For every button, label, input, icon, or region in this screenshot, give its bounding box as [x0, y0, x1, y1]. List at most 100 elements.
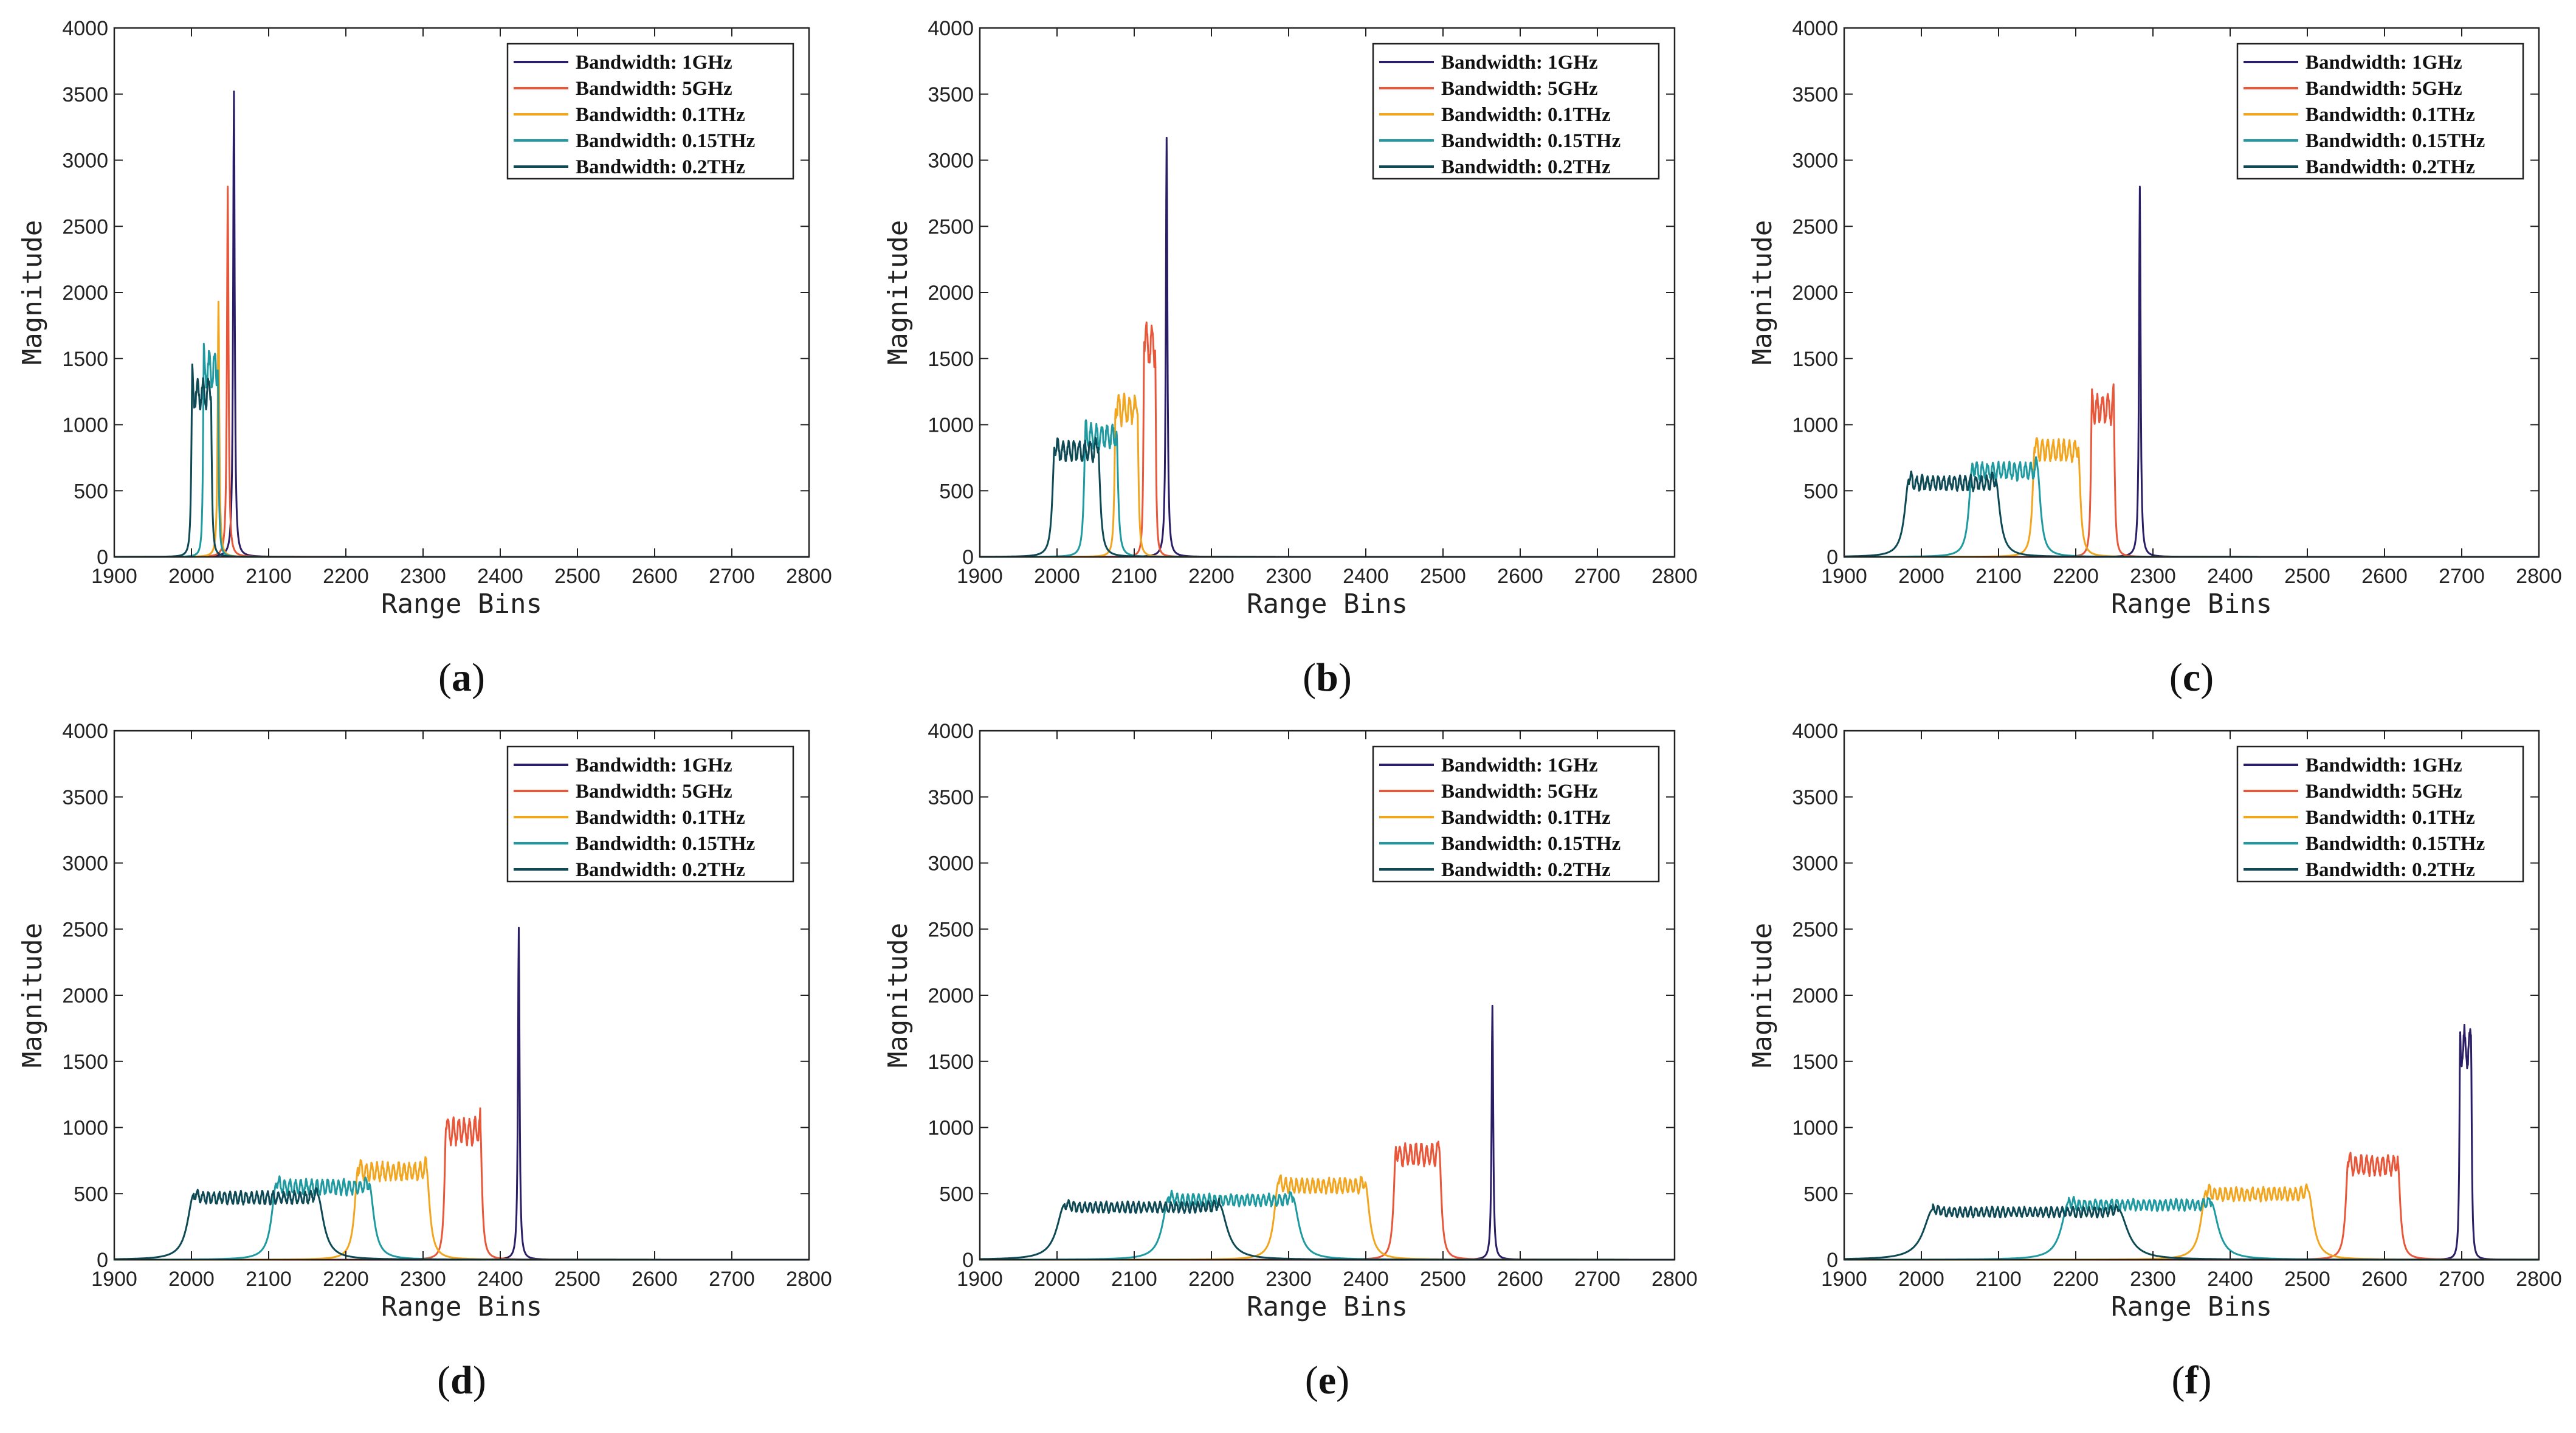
x-tick-label: 2700	[2439, 1268, 2485, 1291]
legend-entry: Bandwidth: 0.2THz	[1441, 156, 1611, 178]
x-tick-label: 2700	[1574, 1268, 1620, 1291]
x-axis-label: Range Bins	[381, 589, 542, 620]
legend-box	[1372, 745, 1660, 883]
x-tick-label: 2000	[168, 1268, 215, 1291]
legend-entry: Bandwidth: 1GHz	[1441, 754, 1598, 776]
legend-box	[2236, 745, 2524, 883]
x-tick-label: 2200	[1188, 1268, 1235, 1291]
x-tick-label: 2400	[477, 1268, 523, 1291]
x-tick-label: 2700	[709, 565, 755, 588]
series-line-0.2THz	[979, 1197, 1675, 1261]
chart-panel-e: 1900 2000 2100 2200 2300 2400 2500 2600 2700 2800…	[883, 720, 1698, 1403]
y-tick-label: 4000	[1792, 17, 1838, 40]
x-tick-label: 2800	[2516, 565, 2562, 588]
x-tick-label: 2100	[1975, 1268, 2022, 1291]
x-tick-label: 2300	[400, 565, 446, 588]
legend: Bandwidth: 1GHz Bandwidth: 5GHz Bandwidth:…	[1372, 43, 1660, 180]
x-tick-label: 2600	[1497, 565, 1543, 588]
y-tick-label: 500	[939, 1183, 974, 1206]
legend-box	[1372, 43, 1660, 180]
y-tick-label: 4000	[928, 720, 974, 743]
legend-entry: Bandwidth: 1GHz	[2306, 52, 2462, 74]
x-tick-label: 2800	[1651, 1268, 1698, 1291]
x-tick-label: 1900	[957, 565, 1003, 588]
panel-label: (e)	[1305, 1358, 1349, 1403]
y-tick-label: 3000	[62, 852, 108, 875]
x-tick-label: 2500	[554, 1268, 601, 1291]
chart-panel-d: 1900 2000 2100 2200 2300 2400 2500 2600 2700 2800…	[17, 720, 832, 1403]
x-tick-label: 2300	[2130, 1268, 2176, 1291]
legend-entry: Bandwidth: 0.1THz	[2306, 104, 2475, 126]
series-line-0.1THz	[114, 1156, 810, 1261]
legend-entry: Bandwidth: 1GHz	[576, 52, 732, 74]
y-axis-label: Magnitude	[1747, 923, 1778, 1068]
x-tick-label: 2600	[2361, 565, 2408, 588]
x-tick-label: 1900	[1821, 1268, 1867, 1291]
legend: Bandwidth: 1GHz Bandwidth: 5GHz Bandwidth:…	[1372, 745, 1660, 883]
x-tick-label: 2400	[1343, 565, 1389, 588]
y-tick-label: 3500	[62, 786, 108, 809]
x-tick-label: 2200	[323, 1268, 369, 1291]
y-tick-label: 1000	[62, 414, 108, 437]
series-line-1GHz	[979, 1004, 1675, 1261]
x-tick-label: 2100	[246, 1268, 292, 1291]
series-line-1GHz	[114, 927, 810, 1261]
legend-entry: Bandwidth: 0.2THz	[576, 859, 745, 881]
x-tick-label: 2500	[1420, 1268, 1466, 1291]
legend-entry: Bandwidth: 0.15THz	[2306, 833, 2485, 855]
y-tick-label: 0	[962, 546, 974, 569]
y-tick-label: 4000	[928, 17, 974, 40]
legend-entry: Bandwidth: 0.15THz	[576, 130, 755, 152]
legend-entry: Bandwidth: 0.15THz	[2306, 130, 2485, 152]
x-tick-label: 2000	[1034, 565, 1080, 588]
legend-entry: Bandwidth: 5GHz	[576, 781, 732, 803]
legend-entry: Bandwidth: 5GHz	[2306, 781, 2462, 803]
series-line-0.15THz	[979, 419, 1675, 558]
x-tick-label: 2300	[400, 1268, 446, 1291]
x-axis-label: Range Bins	[2111, 1291, 2272, 1322]
y-tick-label: 3500	[62, 83, 108, 106]
y-tick-label: 1500	[1792, 348, 1838, 371]
y-tick-label: 500	[74, 480, 108, 503]
x-tick-label: 2500	[2284, 1268, 2330, 1291]
y-tick-label: 1500	[62, 348, 108, 371]
x-tick-label: 2800	[786, 1268, 832, 1291]
x-tick-label: 2000	[1898, 1268, 1944, 1291]
x-axis-label: Range Bins	[381, 1291, 542, 1322]
legend-entry: Bandwidth: 5GHz	[2306, 78, 2462, 100]
y-tick-label: 3000	[928, 150, 974, 173]
x-tick-label: 2300	[1266, 565, 1312, 588]
y-tick-label: 0	[97, 1249, 108, 1272]
y-tick-label: 1000	[1792, 1117, 1838, 1140]
y-tick-label: 3500	[928, 786, 974, 809]
y-tick-label: 2000	[62, 281, 108, 305]
y-tick-label: 2500	[62, 918, 108, 941]
panel-label: (a)	[438, 655, 485, 700]
legend: Bandwidth: 1GHz Bandwidth: 5GHz Bandwidth:…	[2236, 745, 2524, 883]
x-tick-label: 2600	[2361, 1268, 2408, 1291]
x-tick-label: 2500	[2284, 565, 2330, 588]
x-tick-label: 2600	[632, 1268, 678, 1291]
x-tick-label: 2300	[1266, 1268, 1312, 1291]
y-tick-label: 2500	[1792, 918, 1838, 941]
x-tick-label: 2100	[246, 565, 292, 588]
y-axis-label: Magnitude	[883, 220, 914, 365]
x-tick-label: 2700	[1574, 565, 1620, 588]
legend-entry: Bandwidth: 0.15THz	[576, 833, 755, 855]
y-tick-label: 500	[1803, 1183, 1838, 1206]
chart-panel-b: 1900 2000 2100 2200 2300 2400 2500 2600 2700 2800…	[883, 17, 1698, 700]
x-tick-label: 2700	[709, 1268, 755, 1291]
y-axis-label: Magnitude	[17, 220, 48, 365]
x-tick-label: 2800	[786, 565, 832, 588]
x-tick-label: 2400	[1343, 1268, 1389, 1291]
y-tick-label: 2000	[928, 984, 974, 1007]
y-axis-label: Magnitude	[17, 923, 48, 1068]
legend-entry: Bandwidth: 0.2THz	[1441, 859, 1611, 881]
series-line-0.1THz	[979, 1174, 1675, 1261]
series-line-5GHz	[1844, 383, 2540, 558]
series-line-0.2THz	[1844, 1203, 2540, 1261]
legend-entry: Bandwidth: 0.2THz	[2306, 859, 2475, 881]
x-tick-label: 2000	[168, 565, 215, 588]
